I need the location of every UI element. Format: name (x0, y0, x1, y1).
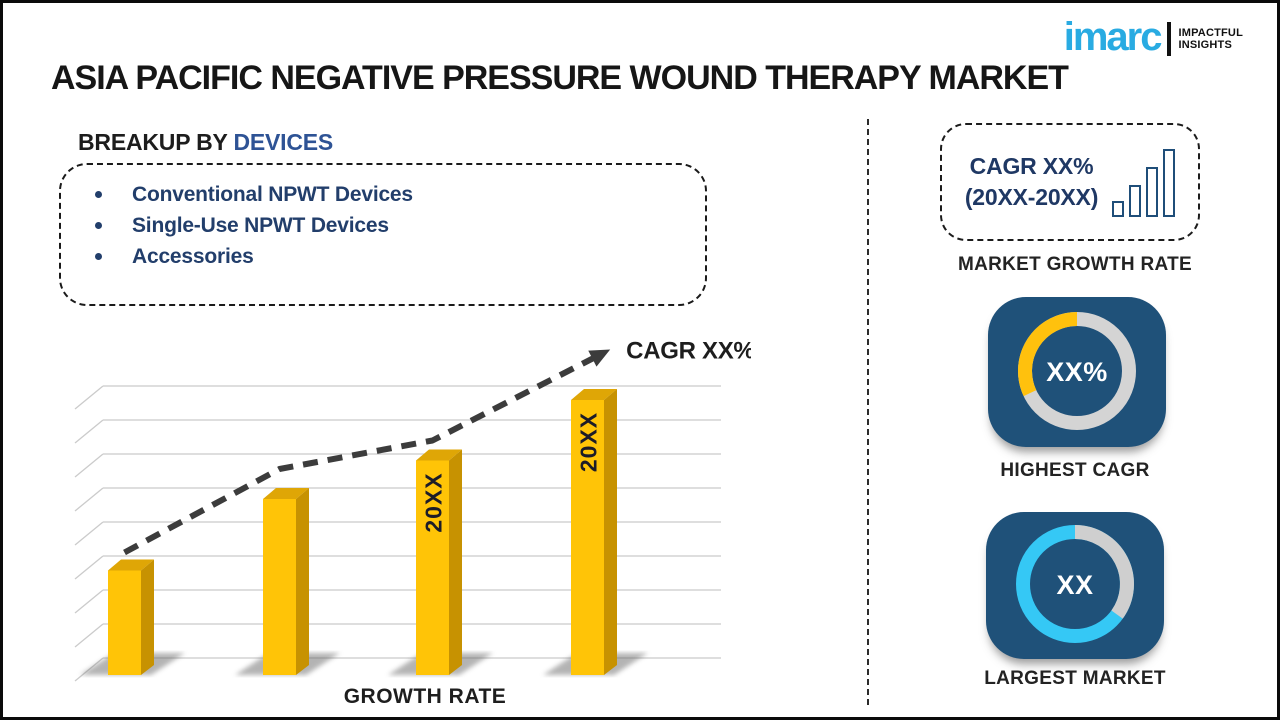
logo-divider-bar (1167, 22, 1172, 56)
list-item: Single-Use NPWT Devices (95, 210, 685, 241)
bullet-icon (95, 191, 102, 198)
list-item: Accessories (95, 241, 685, 272)
bar-chart-icon-bar (1146, 167, 1159, 217)
devices-list: Conventional NPWT Devices Single-Use NPW… (95, 179, 685, 272)
logo-tagline-line2: INSIGHTS (1178, 39, 1233, 51)
bar-chart-icon-bar (1112, 201, 1125, 217)
device-item-label: Single-Use NPWT Devices (132, 213, 389, 237)
devices-list-box: Conventional NPWT Devices Single-Use NPW… (59, 163, 707, 306)
device-item-label: Conventional NPWT Devices (132, 182, 413, 206)
svg-text:GROWTH RATE: GROWTH RATE (344, 685, 507, 708)
bullet-icon (95, 253, 102, 260)
breakup-heading: BREAKUP BY DEVICES (78, 129, 333, 156)
imarc-wordmark: imarc (1063, 15, 1163, 59)
largest-market-label: LARGEST MARKET (984, 668, 1166, 689)
device-item-label: Accessories (132, 244, 254, 268)
highest-cagr-label: HIGHEST CAGR (1000, 460, 1150, 481)
highest-cagr-tile: XX% (988, 297, 1166, 447)
list-item: Conventional NPWT Devices (95, 179, 685, 210)
bar-chart-icon-bar (1129, 185, 1142, 217)
bullet-icon (95, 222, 102, 229)
largest-market-donut-chart (1016, 525, 1134, 643)
highest-cagr-donut-chart (1018, 312, 1136, 430)
cagr-callout-text: CAGR XX% (20XX-20XX) (964, 151, 1099, 213)
largest-market-tile: XX (986, 512, 1164, 659)
largest-market-value: XX (1056, 570, 1094, 600)
cagr-callout-box: CAGR XX% (20XX-20XX) (940, 123, 1200, 241)
bar-chart-icon-bar (1163, 149, 1176, 217)
cagr-value-line: CAGR XX% (969, 153, 1094, 179)
imarc-logo: imarc IMPACTFUL INSIGHTS (1064, 17, 1243, 57)
cagr-period-line: (20XX-20XX) (964, 184, 1099, 210)
breakup-heading-highlight: DEVICES (233, 129, 334, 155)
svg-text:20XX: 20XX (576, 412, 602, 472)
svg-text:CAGR XX%: CAGR XX% (626, 338, 751, 365)
growth-rate-bar-chart: 20XX 20XX CAGR XX% GROWTH RATE (74, 338, 751, 708)
highest-cagr-value: XX% (1046, 356, 1108, 387)
logo-tagline-line1: IMPACTFUL (1178, 27, 1243, 39)
svg-text:20XX: 20XX (421, 472, 447, 532)
breakup-heading-prefix: BREAKUP BY (78, 129, 234, 155)
bar-chart-icon (1112, 147, 1176, 217)
logo-tagline: IMPACTFUL INSIGHTS (1178, 27, 1243, 51)
vertical-dashed-divider (867, 119, 869, 705)
market-growth-rate-label: MARKET GROWTH RATE (957, 254, 1193, 275)
page-title: ASIA PACIFIC NEGATIVE PRESSURE WOUND THE… (51, 59, 1069, 97)
